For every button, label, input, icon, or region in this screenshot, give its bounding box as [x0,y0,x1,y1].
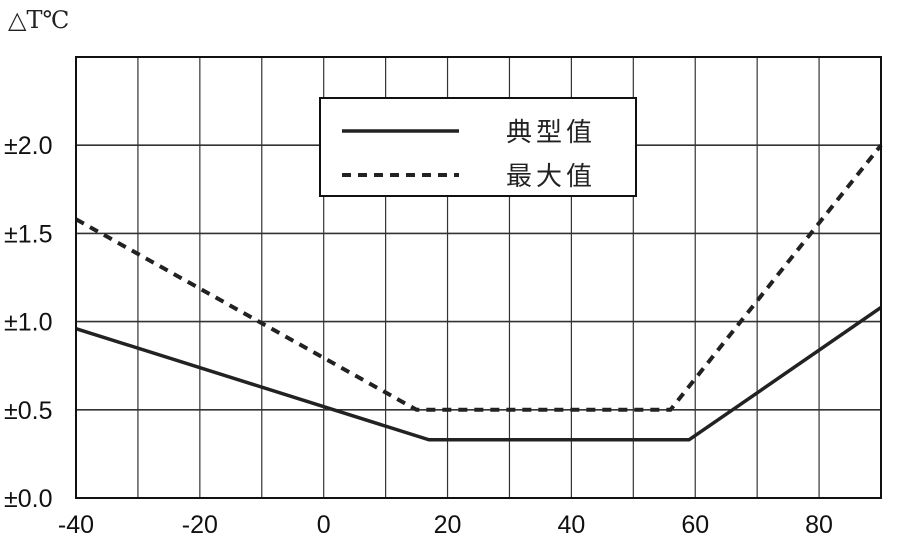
x-tick-label: 60 [681,511,709,539]
x-tick-label: 0 [317,511,331,539]
y-tick-label: ±1.5 [4,220,52,248]
y-axis-label: △T℃ [8,6,69,34]
series-line-typical [75,306,882,442]
series-layer [75,143,883,442]
y-tick-label: ±2.0 [4,132,52,160]
x-tick-label: 20 [434,511,462,539]
y-tick-label: ±1.0 [4,309,52,337]
x-tick-label: 80 [805,511,833,539]
legend-box [319,97,637,197]
y-tick-label: ±0.0 [4,485,52,513]
tick-labels: -40 -20 0 20 40 60 80 ±0.0 ±0.5 ±1.0 ±1.5 ±2.0 [4,132,833,539]
x-tick-label: 40 [557,511,585,539]
series-line-max [75,143,883,412]
x-tick-label: -20 [182,511,218,539]
legend-label: 典型值 [506,118,596,148]
y-tick-label: ±0.5 [4,397,52,425]
plot-frame [75,56,882,499]
x-tick-label: -40 [58,511,94,539]
legend-label: 最大值 [506,162,596,192]
